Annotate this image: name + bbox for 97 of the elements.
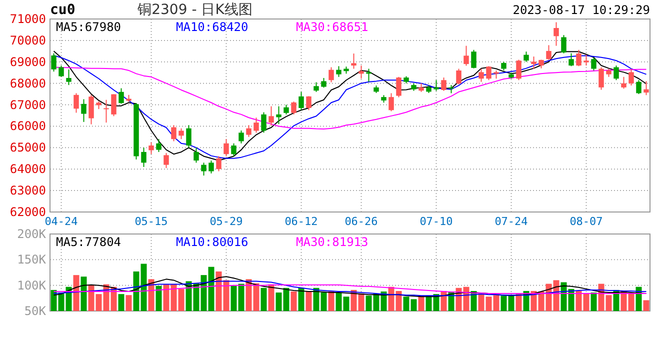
y-tick-label: 62000 <box>10 205 46 219</box>
candlestick <box>434 80 439 92</box>
text: MA30:81913 <box>296 235 368 249</box>
candlestick <box>614 65 619 81</box>
candlestick <box>291 101 296 115</box>
candlestick <box>464 45 469 66</box>
y-tick-label: 63000 <box>10 184 46 198</box>
text: MA10:80016 <box>176 235 248 249</box>
candlestick <box>194 147 199 164</box>
candlestick <box>201 162 206 176</box>
candlestick <box>366 68 372 82</box>
candlestick <box>531 56 536 70</box>
candlestick <box>591 57 596 71</box>
line-series <box>53 280 647 296</box>
y-tick-label: 67000 <box>10 98 46 112</box>
y-tick-label: 65000 <box>10 140 46 155</box>
candlestick <box>396 76 402 98</box>
candlestick <box>268 106 274 126</box>
text: 2023-08-17 10:29:29 <box>512 3 650 17</box>
candlestick <box>636 80 642 95</box>
candlestick <box>171 124 176 142</box>
x-tick-label: 06-12 <box>284 215 318 228</box>
y-tick-label: 200K <box>17 227 47 241</box>
y-tick-label: 100K <box>17 278 47 292</box>
y-tick-label: 69000 <box>10 54 46 69</box>
x-tick-label: 05-29 <box>210 215 243 228</box>
text: MA30:68651 <box>296 20 368 34</box>
y-tick-label: 68000 <box>10 76 46 90</box>
candlestick <box>51 52 56 72</box>
candlestick <box>328 66 334 83</box>
y-tick-label: 66000 <box>10 119 46 134</box>
candlestick <box>336 66 342 78</box>
text: cu0 <box>50 2 76 18</box>
candlestick <box>238 130 244 144</box>
candlestick <box>478 68 484 82</box>
candlestick <box>58 65 64 78</box>
candlestick <box>246 124 252 138</box>
candlestick <box>584 54 589 66</box>
candlestick <box>388 92 394 112</box>
x-tick-label: 06-26 <box>344 215 378 228</box>
candlestick <box>524 51 529 62</box>
candlestick <box>441 77 446 92</box>
candlestick <box>208 160 214 174</box>
candlestick <box>546 44 552 60</box>
candlestick <box>156 138 162 152</box>
x-tick-label: 07-10 <box>420 215 453 228</box>
x-tick-label: 04-24 <box>44 215 78 228</box>
candlestick <box>66 68 72 86</box>
candlestick <box>118 88 124 104</box>
candlestick <box>178 128 184 140</box>
candlestick <box>314 82 319 92</box>
candlestick <box>88 94 94 125</box>
candlestick <box>568 52 574 67</box>
x-tick-label: 07-24 <box>494 215 528 228</box>
chart-title: 铜2309 - 日K线图 <box>136 2 252 18</box>
candlestick <box>74 92 79 114</box>
series-label: MA5:67980 <box>56 20 122 34</box>
candlestick <box>554 22 559 46</box>
y-tick-label: 70000 <box>10 33 46 48</box>
candlestick <box>276 106 282 125</box>
line-series <box>53 284 647 294</box>
x-tick-label: 08-07 <box>570 215 603 228</box>
candlestick <box>104 99 109 124</box>
candlestick <box>351 53 356 70</box>
candlestick <box>216 156 222 172</box>
candlestick <box>261 112 266 134</box>
candlestick <box>456 68 462 85</box>
text: MA5:77804 <box>56 235 122 249</box>
candlestick <box>164 152 169 169</box>
candlestick <box>298 91 304 111</box>
candlestick <box>284 104 289 115</box>
y-tick-label: 150K <box>17 252 47 267</box>
x-tick-label: 05-15 <box>134 215 168 228</box>
candlestick <box>516 59 522 81</box>
candlestick <box>81 98 86 122</box>
candlestick <box>254 117 259 134</box>
candlestick <box>471 49 476 69</box>
candlestick <box>306 96 312 111</box>
candlestick <box>231 142 236 157</box>
candlestick <box>644 80 649 96</box>
candlestick <box>561 34 566 54</box>
candlestick <box>321 77 326 88</box>
y-tick-label: 64000 <box>10 162 46 176</box>
candlestick <box>148 142 154 155</box>
candlestick <box>141 147 146 168</box>
candlestick <box>486 66 492 81</box>
candlestick <box>598 66 604 90</box>
y-tick-label: 50K <box>24 304 47 318</box>
candlestick <box>576 49 582 67</box>
candlestick <box>621 76 626 90</box>
text: MA10:68420 <box>176 20 248 34</box>
candlestick <box>358 65 364 80</box>
candlestick <box>224 138 229 157</box>
candlestick <box>186 124 192 148</box>
candlestick <box>628 68 634 86</box>
candlestick <box>111 94 116 117</box>
y-tick-label: 71000 <box>10 12 46 26</box>
